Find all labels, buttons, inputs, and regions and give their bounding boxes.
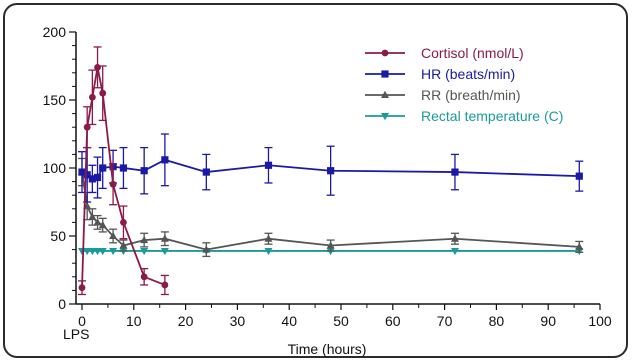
data-point — [83, 247, 92, 256]
data-point — [98, 220, 107, 229]
data-point — [94, 63, 101, 71]
legend-marker — [381, 90, 389, 98]
x-axis-ticks: 0 10 20 30 40 50 60 70 80 90 100 — [78, 304, 612, 329]
data-point — [575, 242, 584, 250]
y-axis-ticks: 0 50 100 150 200 — [43, 24, 76, 312]
series-0 — [78, 46, 169, 296]
x-tick-label: 70 — [437, 313, 453, 329]
y-tick-label: 50 — [50, 228, 66, 244]
data-point — [83, 123, 91, 131]
data-point — [93, 247, 102, 256]
legend-item: Cortisol (nmol/L) — [365, 45, 524, 61]
legend-label: Cortisol (nmol/L) — [421, 45, 524, 61]
data-point — [327, 167, 335, 175]
x-tick-label: 0 — [78, 313, 86, 329]
x-axis-title: Time (hours) — [288, 341, 367, 357]
x-tick-label: 90 — [540, 313, 556, 329]
legend-label: Rectal temperature (C) — [421, 108, 563, 124]
data-point — [451, 168, 459, 176]
legend-item: RR (breath/min) — [365, 87, 521, 103]
series-1 — [78, 133, 584, 203]
data-point — [140, 247, 149, 256]
data-point — [88, 247, 97, 256]
data-point — [88, 175, 96, 183]
legend-marker — [381, 113, 389, 121]
legend-label: RR (breath/min) — [421, 87, 521, 103]
x-tick-label: 20 — [178, 313, 194, 329]
data-point — [109, 247, 118, 256]
data-point — [93, 218, 102, 226]
data-point — [202, 245, 211, 253]
data-point — [450, 247, 459, 256]
data-point — [88, 93, 96, 101]
y-tick-label: 100 — [43, 160, 67, 176]
data-point — [99, 164, 107, 172]
y-tick-label: 0 — [58, 296, 66, 312]
legend-marker — [381, 70, 389, 78]
data-point — [120, 219, 127, 226]
x-tick-label: 60 — [385, 313, 401, 329]
x-tick-label: 100 — [588, 313, 612, 329]
data-point — [264, 234, 273, 242]
data-point — [161, 281, 169, 289]
data-point — [119, 241, 128, 249]
legend: Cortisol (nmol/L) HR (beats/min) RR (breat… — [365, 45, 563, 124]
figure-frame — [3, 3, 628, 358]
data-point — [140, 167, 148, 175]
data-point — [264, 161, 273, 169]
y-tick-label: 150 — [43, 92, 67, 108]
data-point — [160, 234, 169, 242]
data-point — [264, 247, 273, 256]
data-point — [99, 89, 107, 97]
axes — [75, 32, 600, 305]
series-2 — [78, 157, 584, 258]
data-point — [78, 168, 86, 176]
data-point — [140, 235, 149, 244]
data-point — [140, 273, 148, 281]
data-point — [88, 212, 97, 220]
data-point — [575, 172, 583, 180]
data-point — [202, 168, 210, 176]
legend-item: HR (beats/min) — [365, 66, 515, 82]
x-tick-label: 30 — [230, 313, 246, 329]
data-point — [83, 171, 91, 179]
y-tick-label: 200 — [43, 24, 67, 40]
x-tick-label: 50 — [333, 313, 349, 329]
x-tick-label: 40 — [281, 313, 297, 329]
series-group — [78, 46, 584, 296]
data-point — [78, 284, 86, 292]
legend-item: Rectal temperature (C) — [365, 108, 563, 124]
data-point — [119, 164, 128, 172]
legend-label: HR (beats/min) — [421, 66, 515, 82]
data-point — [98, 247, 107, 256]
data-point — [160, 247, 169, 256]
legend-marker — [381, 49, 389, 57]
data-point — [93, 173, 102, 182]
x-tick-label: 10 — [126, 313, 142, 329]
data-point — [326, 241, 335, 249]
data-point — [161, 156, 169, 164]
lps-annotation: LPS — [63, 326, 89, 342]
data-point — [450, 234, 459, 242]
data-point — [109, 180, 117, 188]
x-tick-label: 80 — [489, 313, 505, 329]
data-point — [109, 231, 118, 239]
